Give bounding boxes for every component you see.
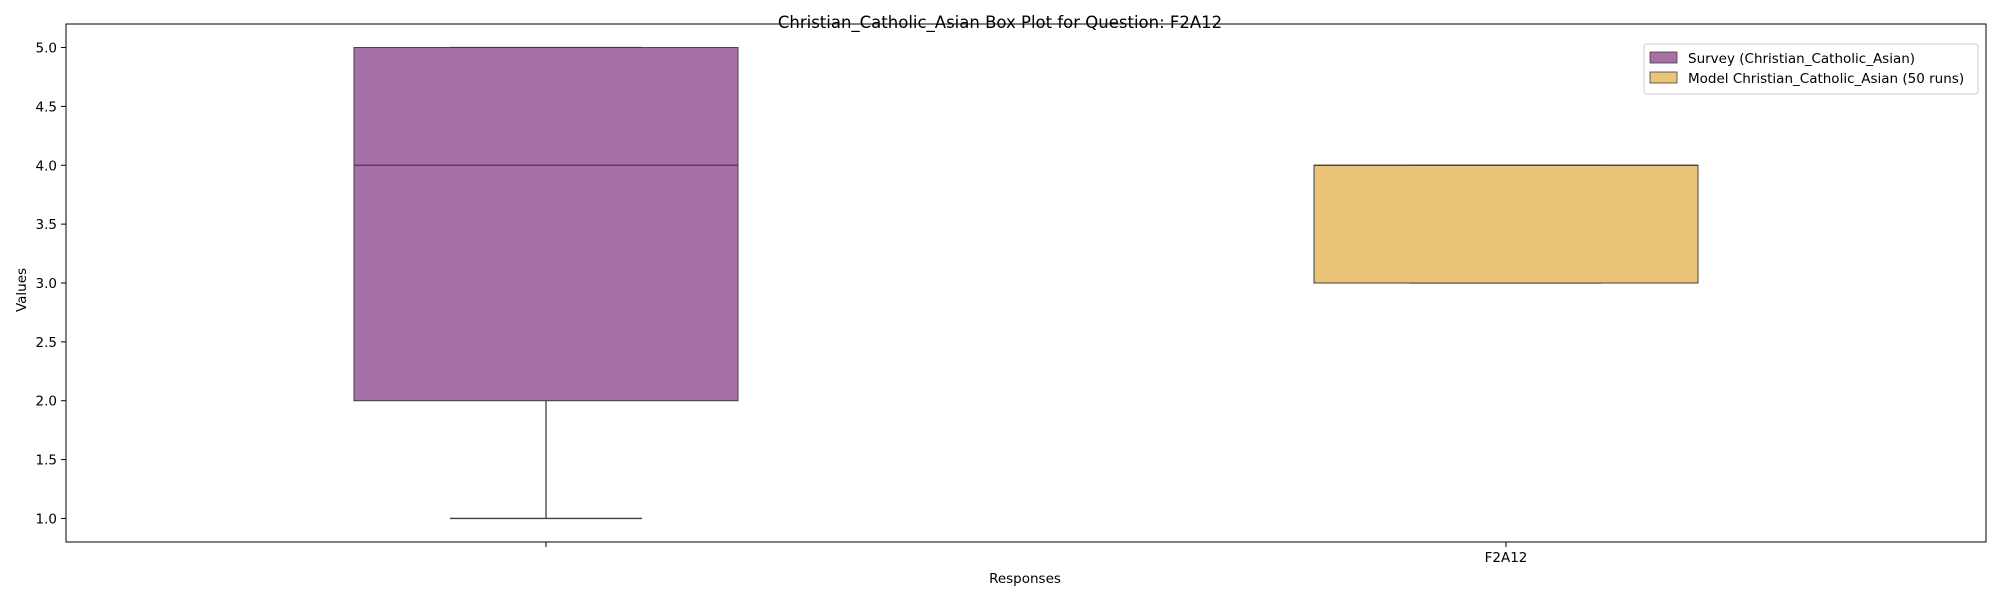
box-series-1 xyxy=(353,46,739,520)
x-axis-ticks: F2A12 xyxy=(545,542,1528,566)
y-tick-label: 2.5 xyxy=(36,335,57,351)
y-tick-label: 3.5 xyxy=(36,217,57,233)
y-tick-label: 1.0 xyxy=(36,511,57,527)
y-tick-label: 5.0 xyxy=(36,41,57,57)
y-tick-label: 4.0 xyxy=(36,158,57,174)
y-tick-label: 4.5 xyxy=(36,99,57,115)
boxes-group xyxy=(353,46,1699,520)
y-tick-label: 2.0 xyxy=(36,394,57,410)
box-body xyxy=(353,47,739,402)
legend-swatch xyxy=(1649,51,1678,64)
legend: Survey (Christian_Catholic_Asian) Model C… xyxy=(1643,43,1979,95)
box-body xyxy=(1313,164,1699,284)
chart-title: Christian_Catholic_Asian Box Plot for Qu… xyxy=(778,13,1222,33)
y-axis-ticks: 1.0 1.5 2.0 2.5 3.0 3.5 4.0 4.5 5.0 xyxy=(36,41,66,527)
y-tick-label: 3.0 xyxy=(36,276,57,292)
legend-label: Survey (Christian_Catholic_Asian) xyxy=(1688,51,1915,67)
legend-label: Model Christian_Catholic_Asian (50 runs) xyxy=(1688,71,1964,87)
plot-frame xyxy=(65,23,1987,543)
y-tick-label: 1.5 xyxy=(36,453,57,469)
y-axis-title: Values xyxy=(14,268,30,312)
x-tick-label: F2A12 xyxy=(1485,550,1528,566)
box-series-2 xyxy=(1313,164,1699,284)
legend-frame xyxy=(1643,43,1979,95)
legend-swatch xyxy=(1649,71,1678,84)
x-axis-title: Responses xyxy=(989,571,1061,587)
